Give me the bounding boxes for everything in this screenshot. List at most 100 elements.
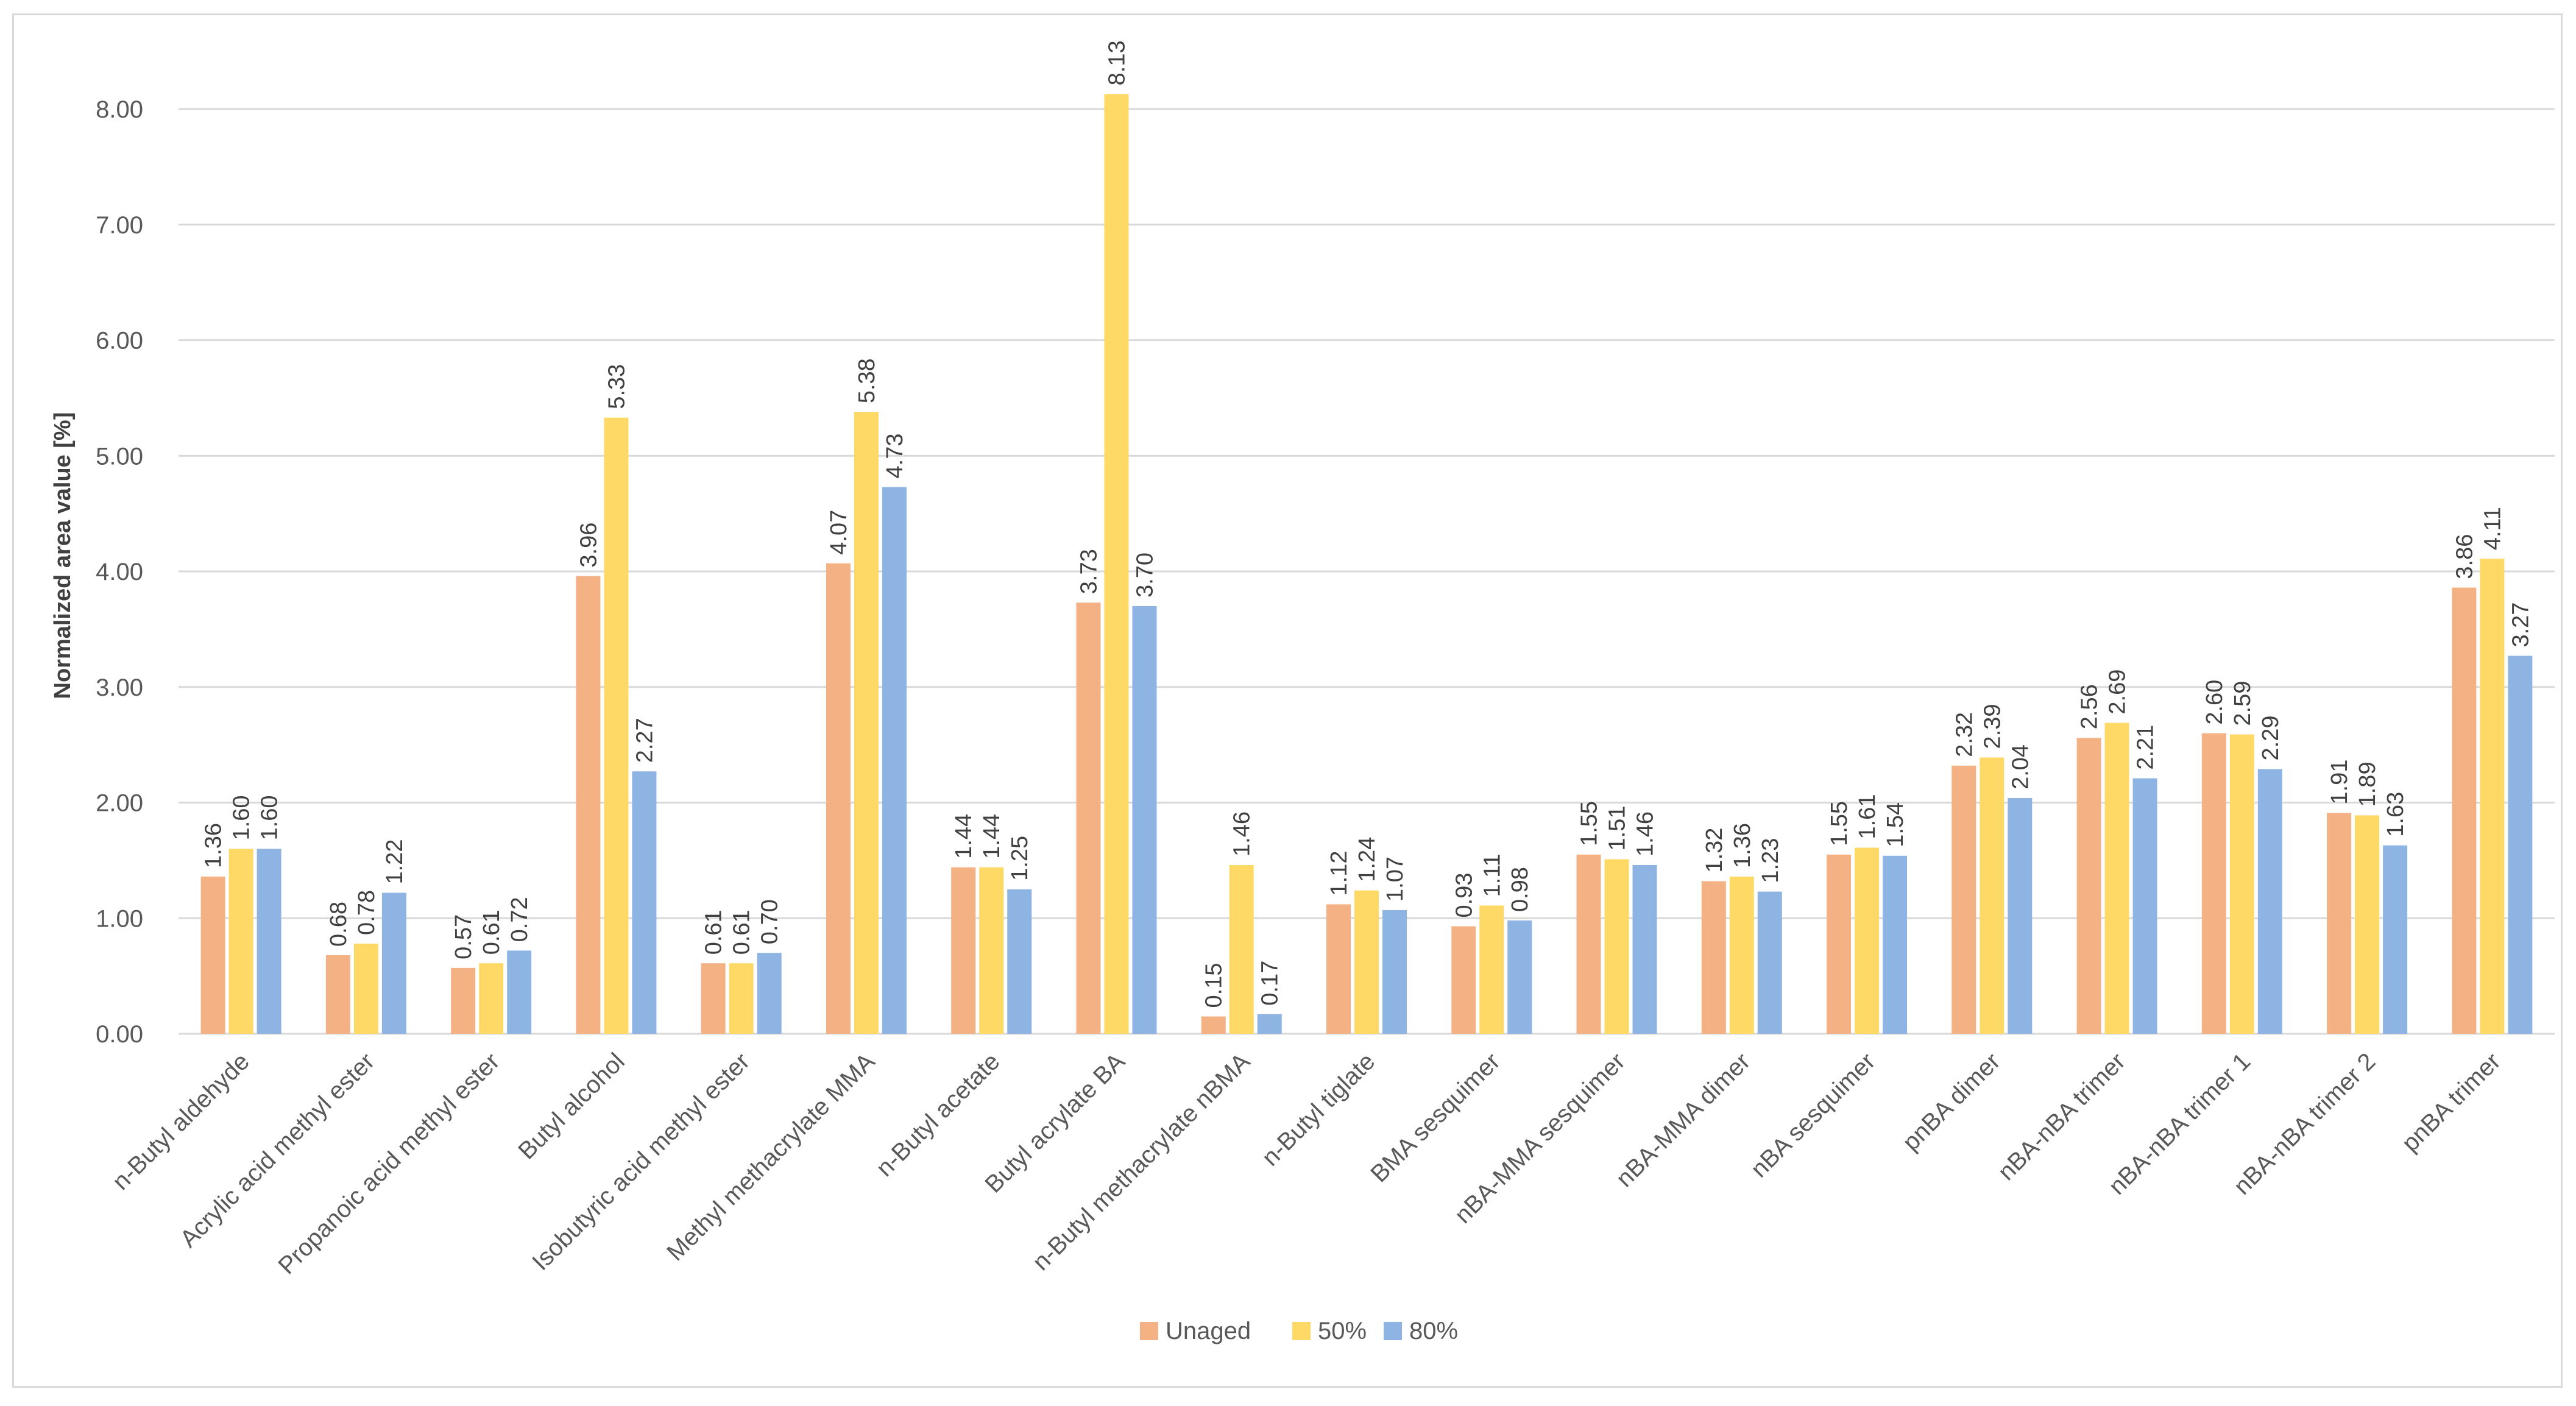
bar-unaged [451,967,476,1034]
bar-80 [1382,910,1407,1034]
bar-80 [257,849,281,1034]
bar-50 [979,867,1004,1034]
bar-unaged [701,963,726,1034]
data-label: 0.72 [507,897,533,942]
bar-unaged [1951,765,1976,1034]
data-label: 0.98 [1507,867,1533,912]
data-label: 2.56 [2077,684,2103,729]
x-category-label: Butyl alcohol [513,1048,629,1164]
y-tick-label: 0.00 [96,1021,143,1048]
bar-unaged [1201,1016,1226,1034]
data-label: 2.04 [2008,744,2033,790]
data-label: 1.24 [1354,837,1380,882]
x-category-label: nBA-nBA trimer [1993,1048,2131,1185]
bar-50 [2480,559,2505,1034]
bar-80 [1883,855,1908,1034]
bar-unaged [1451,926,1476,1034]
y-tick-label: 8.00 [96,96,143,123]
data-label: 1.51 [1605,806,1630,851]
legend-swatch [1292,1322,1311,1340]
y-tick-label: 5.00 [96,443,143,470]
data-label: 1.55 [1577,801,1602,846]
bar-50 [1980,757,2005,1034]
data-label: 1.61 [1855,794,1880,839]
bar-unaged [1827,854,1852,1034]
y-tick-label: 7.00 [96,212,143,239]
x-category-label: n-Butyl aldehyde [107,1048,255,1195]
data-label: 1.12 [1326,851,1352,896]
data-label: 1.60 [229,795,255,840]
x-category-label: Methyl methacrylate MMA [662,1048,880,1266]
bar-unaged [1076,602,1101,1034]
data-label: 1.32 [1702,828,1727,873]
bar-50 [1104,94,1129,1034]
bar-80 [1757,891,1782,1034]
bar-80 [2508,655,2533,1034]
bar-50 [2229,734,2254,1034]
data-label: 3.73 [1076,549,1102,594]
bar-unaged [325,955,350,1034]
y-axis-title: Normalized area value [%] [50,412,76,699]
bars [200,94,2533,1034]
bar-unaged [576,576,601,1034]
data-label: 3.86 [2452,534,2477,579]
data-label: 8.13 [1104,40,1130,85]
data-label: 2.69 [2105,669,2131,715]
y-tick-label: 6.00 [96,328,143,355]
legend-label: Unaged [1166,1318,1251,1344]
chart-frame: 0.00 1.00 2.00 3.00 4.00 5.00 6.00 7.00 8.00 1.3… [12,13,2563,1388]
bar-50 [1604,859,1629,1034]
data-label: 1.89 [2355,761,2380,807]
legend-label: 50% [1318,1318,1367,1344]
bar-80 [2383,845,2408,1034]
data-label: 3.96 [576,523,601,568]
bar-unaged [951,867,976,1034]
data-label: 1.11 [1479,853,1505,897]
data-label: 1.07 [1382,857,1408,902]
bar-50 [228,849,253,1034]
bar-80 [1632,864,1657,1034]
bar-unaged [826,563,851,1034]
bar-unaged [2076,738,2101,1034]
x-category-label: BMA sesquimer [1365,1048,1505,1187]
bar-80 [882,487,907,1034]
data-label: 1.55 [1827,801,1852,846]
data-label: 1.25 [1007,836,1033,881]
bar-50 [2355,815,2380,1034]
bar-50 [479,963,504,1034]
bar-80 [1257,1014,1282,1034]
bar-50 [1855,847,1880,1034]
data-label: 0.17 [1258,961,1283,1006]
data-label: 0.70 [757,899,783,944]
x-category-label: Isobutyric acid methyl ester [527,1048,755,1276]
bar-50 [353,943,378,1034]
gridlines [179,108,2555,1035]
y-tick-label: 4.00 [96,559,143,585]
legend-swatch [1140,1322,1158,1340]
data-label: 1.23 [1758,838,1783,883]
data-label: 1.44 [951,814,977,859]
x-category-label: pnBA trimer [2397,1048,2506,1157]
bar-unaged [1701,881,1726,1034]
bar-80 [1132,606,1157,1034]
data-label: 2.32 [1951,712,1977,757]
bar-unaged [2452,587,2477,1034]
data-label: 0.93 [1451,873,1477,918]
data-label: 1.60 [257,795,283,840]
y-tick-label: 2.00 [96,790,143,817]
data-label: 2.39 [1980,704,2005,749]
x-category-label: nBA-MMA dimer [1611,1048,1755,1192]
y-tick-label: 1.00 [96,905,143,932]
y-tick-label: 3.00 [96,674,143,701]
bar-unaged [2201,733,2226,1034]
data-label: 4.11 [2480,507,2505,550]
legend: Unaged 50% 80% [1140,1318,1458,1344]
bar-80 [381,892,406,1034]
data-label: 1.46 [1633,811,1658,857]
bar-80 [1007,889,1032,1034]
legend-swatch [1384,1322,1402,1340]
y-axis-ticks: 0.00 1.00 2.00 3.00 4.00 5.00 6.00 7.00 8.00 [96,96,143,1048]
bar-50 [854,412,879,1034]
data-label: 0.61 [729,910,755,955]
